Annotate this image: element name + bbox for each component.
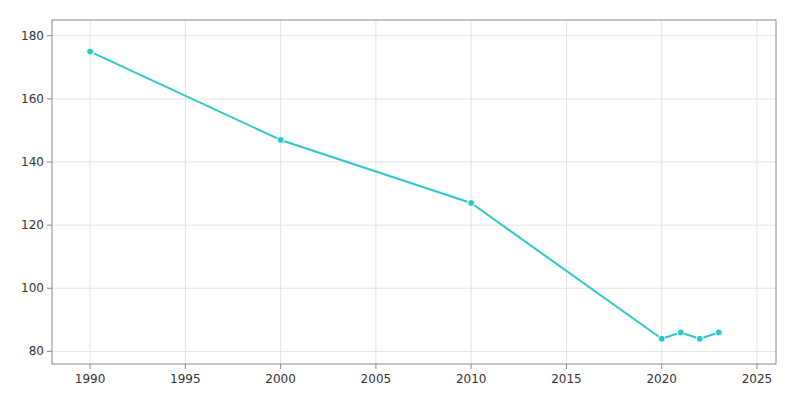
point	[658, 335, 665, 342]
grid-line-y	[52, 162, 776, 163]
tick-label-y: 180	[21, 29, 44, 43]
point	[696, 335, 703, 342]
tick-x	[661, 364, 662, 369]
tick-label-y: 140	[21, 155, 44, 169]
grid-line-y	[52, 288, 776, 289]
grid-line-y	[52, 98, 776, 99]
tick-y	[47, 288, 52, 289]
point	[87, 48, 94, 55]
tick-x	[566, 364, 567, 369]
tick-label-y: 120	[21, 218, 44, 232]
tick-label-x: 1995	[170, 372, 201, 386]
tick-label-x: 2020	[646, 372, 677, 386]
grid-line-y	[52, 351, 776, 352]
chart: 1990 1995 2000 2005 2010 2015 2020 2025 80 100 120…	[0, 0, 800, 400]
axes: 1990 1995 2000 2005 2010 2015 2020 2025 80 100 120…	[21, 20, 776, 386]
tick-label-x: 1990	[75, 372, 106, 386]
grid-line-x	[566, 20, 567, 364]
tick-y	[47, 225, 52, 226]
tick-x	[90, 364, 91, 369]
tick-label-x: 2000	[265, 372, 296, 386]
grid-line-x	[661, 20, 662, 364]
tick-x	[185, 364, 186, 369]
tick-y	[47, 35, 52, 36]
point	[468, 200, 475, 207]
grid-line-x	[375, 20, 376, 364]
chart-container: 1990 1995 2000 2005 2010 2015 2020 2025 80 100 120…	[0, 0, 800, 400]
tick-label-y: 80	[29, 344, 44, 358]
series	[87, 48, 723, 342]
grid-line-x	[471, 20, 472, 364]
tick-x	[375, 364, 376, 369]
point	[677, 329, 684, 336]
grid-line-x	[756, 20, 757, 364]
plot-frame	[52, 20, 776, 364]
tick-y	[47, 162, 52, 163]
grid-line-x	[185, 20, 186, 364]
point	[715, 329, 722, 336]
tick-y	[47, 351, 52, 352]
grid	[52, 20, 776, 364]
grid-line-x	[90, 20, 91, 364]
tick-x	[471, 364, 472, 369]
tick-x	[280, 364, 281, 369]
grid-line-y	[52, 225, 776, 226]
tick-label-y: 100	[21, 281, 44, 295]
tick-label-x: 2025	[742, 372, 773, 386]
line	[90, 52, 719, 339]
point	[277, 136, 284, 143]
tick-x	[756, 364, 757, 369]
grid-line-x	[280, 20, 281, 364]
tick-label-x: 2010	[456, 372, 487, 386]
grid-line-y	[52, 35, 776, 36]
tick-label-x: 2005	[361, 372, 392, 386]
tick-label-x: 2015	[551, 372, 582, 386]
tick-label-y: 160	[21, 92, 44, 106]
tick-y	[47, 98, 52, 99]
